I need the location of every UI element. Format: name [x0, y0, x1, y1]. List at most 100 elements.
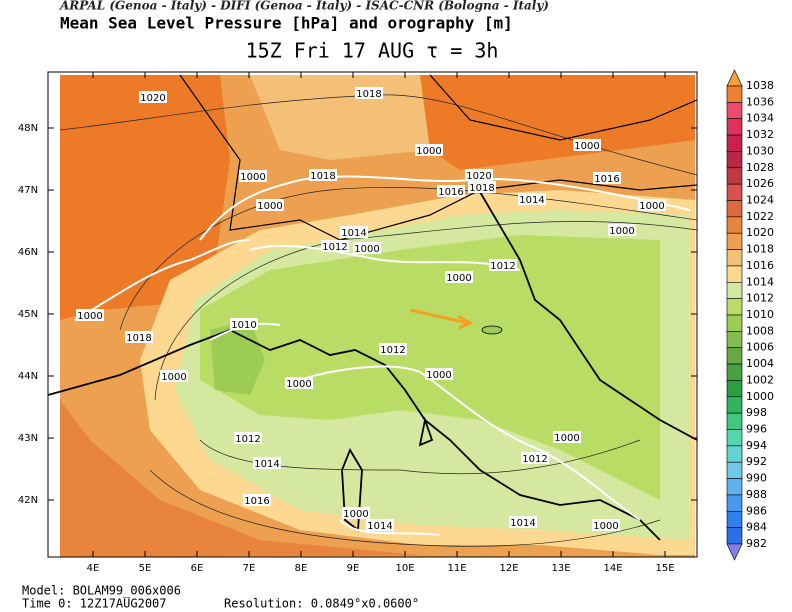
contour-label-bg	[437, 185, 465, 197]
colorbar-label: 1038	[746, 79, 774, 92]
colorbar-box	[726, 118, 743, 136]
colorbar-label: 1032	[746, 128, 774, 141]
colorbar-label: 986	[746, 504, 767, 517]
contour-label: 1020	[140, 93, 165, 104]
contour-label-bg	[243, 494, 271, 506]
contour-label: 1000	[161, 372, 186, 383]
lat-label: 45N	[18, 309, 38, 320]
lon-label: 12E	[499, 563, 518, 574]
lon-label: 6E	[191, 563, 204, 574]
contour-label-bg	[139, 91, 167, 103]
colorbar-box	[726, 445, 743, 463]
colorbar-label: 1024	[746, 194, 774, 207]
contour-label-bg	[415, 144, 443, 156]
footer-model: Model: BOLAM99_006x006	[22, 584, 181, 598]
contour-label-bg	[355, 87, 383, 99]
contour-label-bg	[379, 343, 407, 355]
footer-time: Time 0: 12Z17AUG2007	[22, 597, 167, 611]
lon-label: 8E	[295, 563, 308, 574]
colorbar-box	[726, 396, 743, 414]
lon-label: 13E	[551, 563, 570, 574]
colorbar-box	[726, 232, 743, 250]
colorbar-label: 988	[746, 488, 767, 501]
colorbar-triangle	[726, 69, 743, 87]
contour-label-bg	[234, 432, 262, 444]
colorbar-box	[726, 510, 743, 528]
contour-label: 1016	[594, 174, 619, 185]
contour-label: 1020	[466, 171, 491, 182]
contour-label-bg	[593, 172, 621, 184]
contour-label: 1014	[254, 459, 279, 470]
contour-label-bg	[425, 368, 453, 380]
contour-label: 1012	[235, 434, 260, 445]
contour-label-bg	[465, 169, 493, 181]
colorbar-box	[726, 183, 743, 201]
colorbar-box	[726, 461, 743, 479]
contour-label: 1012	[322, 242, 347, 253]
contour-label-bg	[239, 170, 267, 182]
contour-label: 1018	[310, 171, 335, 182]
contour-label: 1010	[231, 320, 256, 331]
lat-label: 43N	[18, 433, 38, 444]
colorbar-label: 1018	[746, 243, 774, 256]
contour-label: 1000	[574, 141, 599, 152]
colorbar-box	[726, 265, 743, 283]
lon-label: 4E	[87, 563, 100, 574]
contour-label-bg	[321, 240, 349, 252]
lon-label: 10E	[395, 563, 414, 574]
contour-label: 1000	[343, 509, 368, 520]
colorbar-label: 994	[746, 439, 767, 452]
contour-label: 1000	[554, 433, 579, 444]
contour-label-bg	[253, 457, 281, 469]
contour-label-bg	[309, 169, 337, 181]
colorbar-box	[726, 298, 743, 316]
colorbar-label: 990	[746, 472, 767, 485]
contour-label-bg	[489, 259, 517, 271]
colorbar-box	[726, 85, 743, 103]
contour-label: 1000	[446, 273, 471, 284]
contour-label: 1016	[244, 496, 269, 507]
contour-label-bg	[608, 224, 636, 236]
contour-label-bg	[509, 516, 537, 528]
colorbar-box	[726, 363, 743, 381]
colorbar-box	[726, 102, 743, 120]
colorbar-label: 1034	[746, 112, 774, 125]
colorbar-label: 1022	[746, 210, 774, 223]
contour-label: 1000	[593, 521, 618, 532]
lon-label: 9E	[347, 563, 360, 574]
colorbar-box	[726, 380, 743, 398]
colorbar-box	[726, 134, 743, 152]
colorbar-label: 984	[746, 521, 767, 534]
colorbar-box	[726, 429, 743, 447]
title: Mean Sea Level Pressure [hPa] and orogra…	[60, 14, 513, 33]
contour-label: 1000	[240, 172, 265, 183]
colorbar-box	[726, 347, 743, 365]
footer-resolution: Resolution: 0.0849°x0.0600°	[224, 597, 419, 611]
colorbar-label: 1028	[746, 161, 774, 174]
colorbar-box	[726, 200, 743, 218]
contour-label: 1014	[519, 195, 544, 206]
contour-label: 1000	[77, 311, 102, 322]
colorbar-label: 1004	[746, 357, 774, 370]
contour-label-bg	[353, 242, 381, 254]
contour-label: 1018	[356, 89, 381, 100]
contour-label: 1014	[510, 518, 535, 529]
contour-label-bg	[468, 181, 496, 193]
colorbar-box	[726, 249, 743, 267]
colorbar-label: 1012	[746, 292, 774, 305]
contour-label-bg	[573, 139, 601, 151]
lon-label: 14E	[603, 563, 622, 574]
contour-label-bg	[340, 226, 368, 238]
colorbar-label: 1030	[746, 144, 774, 157]
colorbar-box	[726, 281, 743, 299]
subtitle: 15Z Fri 17 AUG τ = 3h	[246, 39, 499, 63]
contour-label-bg	[553, 431, 581, 443]
colorbar-box	[726, 527, 743, 545]
lat-label: 47N	[18, 185, 38, 196]
contour-label: 1014	[367, 521, 392, 532]
contour-label-bg	[230, 318, 258, 330]
contour-label-bg	[521, 452, 549, 464]
credits: ARPAL (Genoa - Italy) - DIFI (Genoa - It…	[59, 0, 549, 13]
